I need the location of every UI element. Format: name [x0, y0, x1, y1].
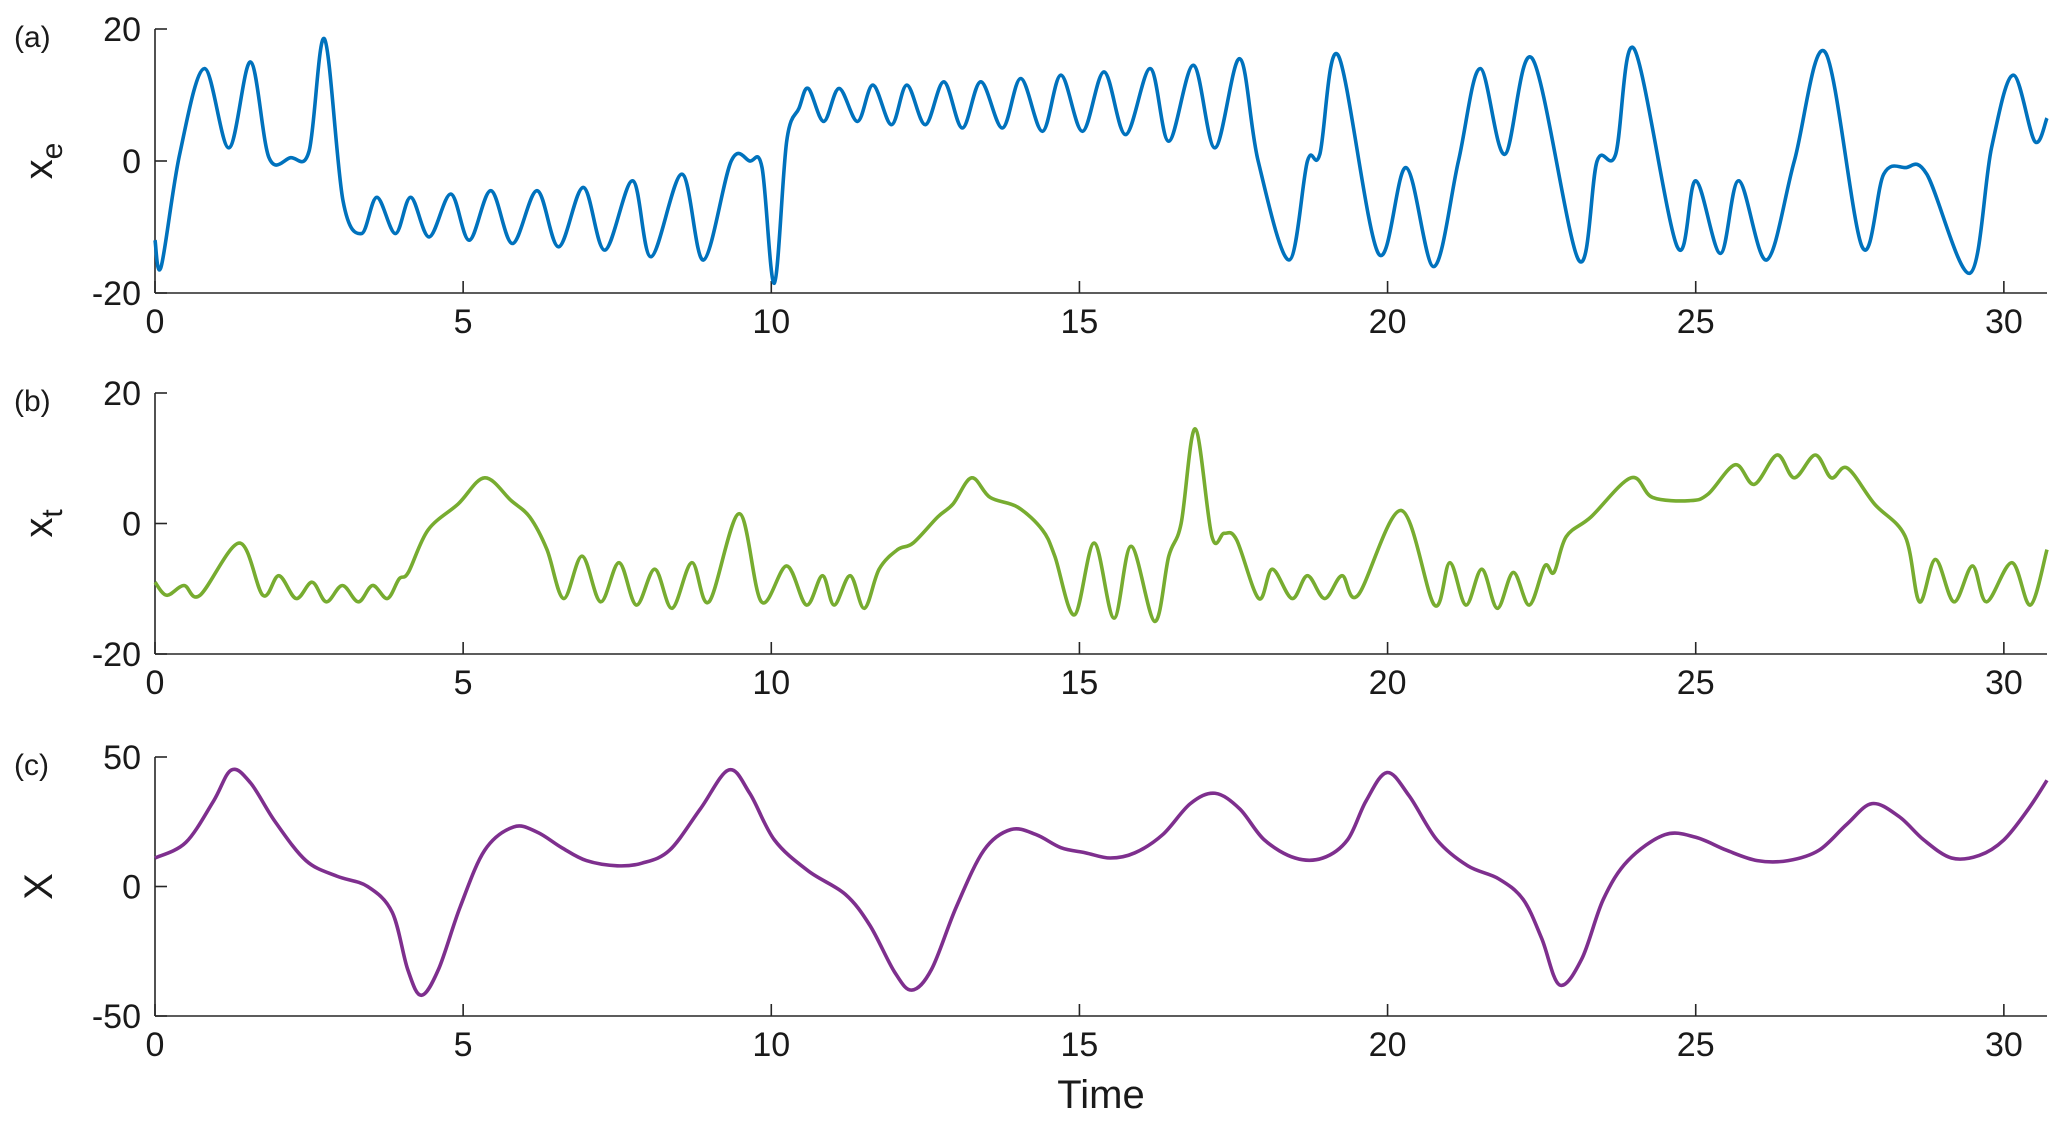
- y-tick-label: -50: [92, 998, 141, 1036]
- x-tick-label: 25: [1677, 1026, 1715, 1064]
- x-tick-label: 0: [146, 664, 165, 702]
- x-tick-label: 10: [752, 1026, 790, 1064]
- x-tick-label: 5: [454, 1026, 473, 1064]
- y-label-subscript: e: [36, 143, 69, 160]
- y-axis-label: X: [17, 873, 61, 900]
- x-tick-label: 30: [1985, 664, 2023, 702]
- panel-label: (c): [14, 749, 49, 782]
- y-label-main: x: [17, 159, 61, 179]
- y-tick-label: -20: [92, 636, 141, 674]
- x-tick-label: 10: [752, 303, 790, 341]
- x-tick-label: 10: [752, 664, 790, 702]
- y-tick-label: -20: [92, 275, 141, 313]
- x-tick-label: 15: [1061, 303, 1099, 341]
- x-tick-label: 25: [1677, 664, 1715, 702]
- x-tick-label: 20: [1369, 664, 1407, 702]
- x-tick-label: 25: [1677, 303, 1715, 341]
- y-label-subscript: t: [36, 509, 69, 518]
- panel-label: (a): [14, 21, 51, 54]
- y-tick-label: 0: [122, 869, 141, 907]
- x-tick-label: 5: [454, 664, 473, 702]
- y-tick-label: 0: [122, 143, 141, 181]
- x-tick-label: 15: [1061, 664, 1099, 702]
- x-axis-label: Time: [1057, 1073, 1144, 1117]
- x-tick-label: 0: [146, 1026, 165, 1064]
- data-line: [154, 767, 2049, 998]
- x-tick-label: 20: [1369, 303, 1407, 341]
- y-label-main: x: [17, 518, 61, 538]
- y-tick-label: 20: [103, 375, 141, 413]
- data-line: [153, 37, 2049, 285]
- x-tick-label: 15: [1061, 1026, 1099, 1064]
- data-line: [153, 427, 2049, 624]
- x-tick-label: 30: [1985, 1026, 2023, 1064]
- x-tick-label: 30: [1985, 303, 2023, 341]
- y-tick-label: 0: [122, 506, 141, 544]
- y-axis-label: xe: [17, 143, 69, 180]
- x-tick-label: 20: [1369, 1026, 1407, 1064]
- y-label-main: X: [17, 873, 61, 900]
- y-tick-label: 20: [103, 11, 141, 49]
- x-tick-label: 5: [454, 303, 473, 341]
- y-tick-label: 50: [103, 739, 141, 777]
- panel-label: (b): [14, 385, 51, 418]
- y-axis-label: xt: [17, 509, 69, 538]
- x-tick-label: 0: [146, 303, 165, 341]
